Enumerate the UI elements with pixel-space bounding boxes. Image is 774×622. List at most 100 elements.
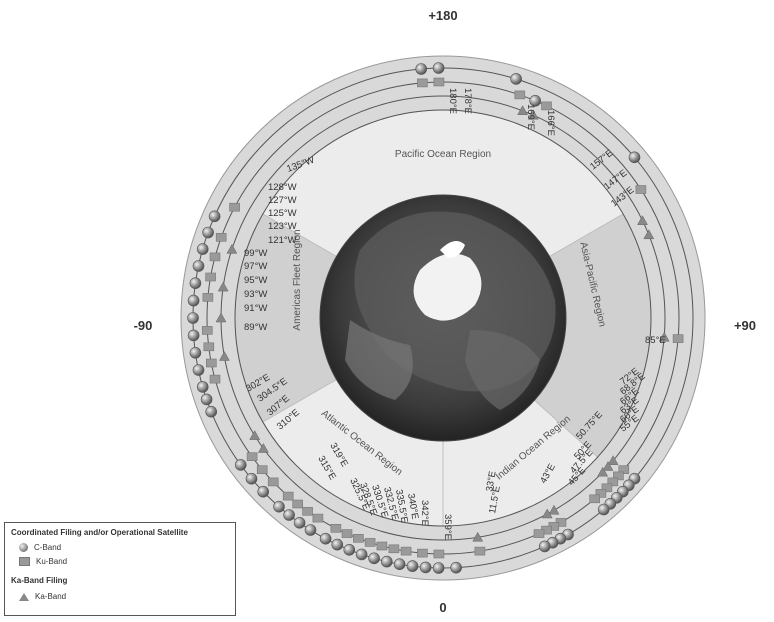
square-icon	[353, 533, 364, 543]
direction-top: +180	[428, 8, 457, 23]
square-icon	[267, 477, 279, 487]
triangle-icon	[607, 455, 619, 465]
sphere-icon	[192, 364, 205, 376]
sphere-icon	[355, 548, 368, 561]
slot-label-americas: 97°W	[244, 261, 267, 272]
sphere-icon	[393, 558, 406, 571]
sphere-icon	[196, 243, 209, 255]
sphere-icon	[19, 543, 28, 552]
triangle-icon	[643, 229, 655, 240]
slot-label-pacific: 180°E	[447, 88, 458, 114]
square-icon	[388, 544, 400, 554]
sphere-icon	[331, 538, 344, 551]
triangle-icon	[517, 105, 529, 115]
sphere-icon	[202, 226, 214, 239]
sphere-icon	[432, 62, 445, 74]
sphere-icon	[257, 485, 270, 498]
square-icon	[595, 489, 607, 498]
slot-label-pacific: 178°E	[462, 88, 473, 114]
square-icon	[202, 326, 213, 335]
square-icon	[533, 529, 545, 538]
square-icon	[302, 506, 313, 516]
sphere-icon	[415, 63, 428, 75]
region-label-americas: Americas Fleet Region	[292, 229, 303, 330]
square-icon	[474, 546, 486, 556]
square-icon	[229, 202, 240, 212]
square-icon	[400, 546, 412, 556]
square-icon	[601, 483, 613, 493]
sphere-icon	[368, 552, 380, 565]
triangle-icon	[257, 442, 269, 453]
square-icon	[246, 452, 258, 462]
legend-label-c-band: C-Band	[34, 543, 62, 552]
square-icon	[19, 557, 30, 566]
square-icon	[341, 529, 353, 538]
sphere-icon	[628, 151, 641, 164]
sphere-icon	[187, 329, 200, 342]
square-icon	[202, 293, 214, 302]
sphere-icon	[245, 472, 258, 485]
direction-right: +90	[734, 318, 756, 333]
square-icon	[330, 523, 342, 533]
sphere-icon	[343, 543, 356, 556]
slot-label-americas: 121°W	[268, 235, 297, 246]
legend-title-operational: Coordinated Filing and/or Operational Sa…	[11, 528, 188, 537]
square-icon	[607, 477, 619, 487]
polar-ice-cap	[413, 253, 482, 321]
square-icon	[433, 549, 445, 559]
legend-label-ku-band: Ku-Band	[36, 557, 68, 566]
triangle-icon	[658, 331, 670, 342]
sphere-icon	[510, 73, 522, 85]
sphere-icon	[283, 509, 295, 521]
sphere-icon	[187, 312, 199, 324]
slot-label-atlantic: 359°E	[442, 514, 453, 540]
square-icon	[514, 90, 526, 100]
triangle-icon	[602, 460, 614, 471]
sphere-icon	[450, 561, 462, 574]
direction-left: -90	[134, 318, 153, 333]
direction-bottom: 0	[439, 600, 446, 615]
sphere-icon	[208, 210, 221, 223]
square-icon	[417, 548, 428, 558]
slot-label-americas: 125°W	[268, 208, 297, 219]
square-icon	[256, 465, 268, 475]
square-icon	[205, 272, 216, 282]
slot-label-americas: 93°W	[244, 289, 267, 300]
sphere-icon	[273, 500, 285, 513]
triangle-icon	[548, 504, 560, 515]
sphere-icon	[234, 459, 247, 471]
square-icon	[312, 513, 324, 523]
slot-label-americas: 95°W	[244, 275, 267, 286]
sphere-icon	[406, 560, 419, 572]
slot-label-pacific: 166°E	[545, 110, 556, 136]
slot-label-americas: 128°W	[268, 182, 297, 193]
triangle-icon	[541, 508, 553, 519]
square-icon	[203, 342, 215, 352]
square-icon	[635, 185, 647, 194]
square-icon	[433, 77, 445, 87]
sphere-icon	[293, 516, 306, 529]
triangle-icon	[226, 243, 238, 254]
satellite-markers	[187, 62, 684, 574]
sphere-icon	[432, 562, 445, 574]
slot-label-americas: 123°W	[268, 221, 297, 232]
triangle-icon	[597, 466, 609, 477]
sphere-icon	[319, 532, 332, 545]
legend-title-ka-filing: Ka-Band Filing	[11, 576, 68, 585]
square-icon	[672, 334, 684, 343]
square-icon	[209, 374, 221, 384]
sphere-icon	[419, 561, 432, 574]
slot-label-atlantic: 340°E	[405, 493, 420, 521]
earth-globe	[319, 194, 567, 442]
triangle-icon	[527, 109, 539, 120]
sphere-icon	[205, 405, 217, 418]
slot-label-asia-pacific: 85°E	[645, 335, 666, 346]
triangle-icon	[217, 281, 229, 292]
legend-label-ka-band: Ka-Band	[35, 592, 67, 601]
triangle-icon	[637, 215, 648, 225]
square-icon	[364, 538, 376, 547]
legend-row-ku-band: Ku-Band	[19, 557, 67, 566]
sphere-icon	[189, 277, 202, 290]
